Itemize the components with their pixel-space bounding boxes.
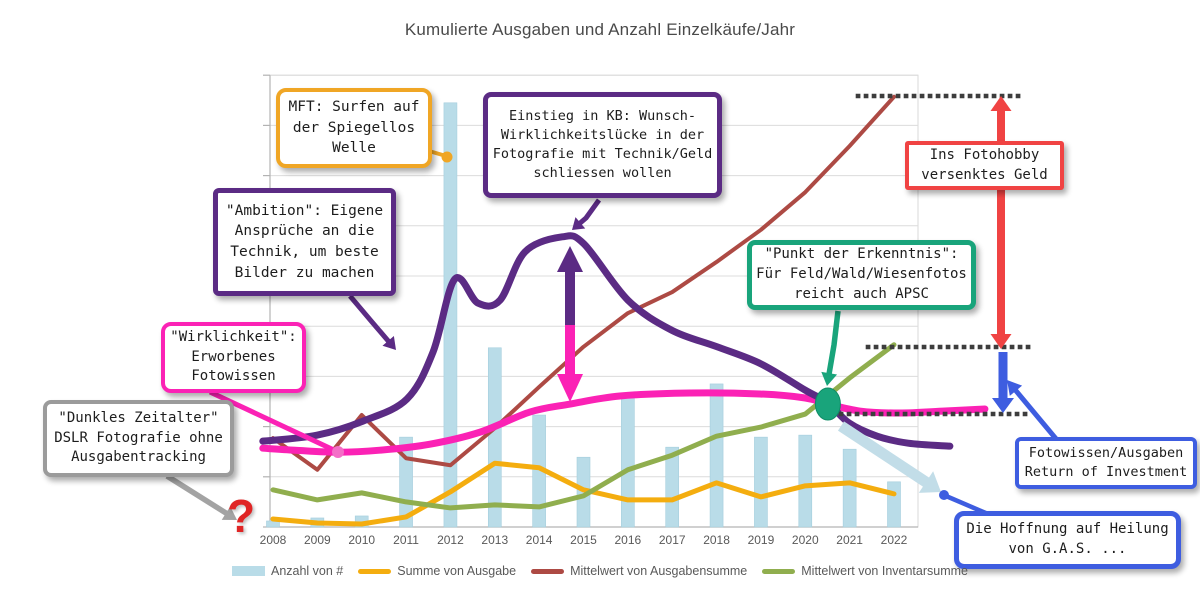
x-axis-label: 2019	[748, 533, 775, 547]
legend-swatch	[358, 568, 392, 574]
x-axis-label: 2015	[570, 533, 597, 547]
bar-2016	[621, 397, 635, 528]
legend-label: Mittelwert von Ausgabensumme	[570, 564, 748, 578]
legend-swatch	[762, 568, 796, 574]
bar-2022	[887, 481, 901, 528]
legend-item-3: Mittelwert von Inventarsumme	[762, 564, 968, 578]
x-axis-label: 2008	[260, 533, 287, 547]
callout-gas-hoffnung: Die Hoffnung auf Heilung von G.A.S. ...	[954, 511, 1181, 569]
point-of-insight-dot	[814, 387, 841, 421]
question-mark: ?	[226, 490, 256, 542]
x-axis-label: 2010	[348, 533, 375, 547]
chart-title: Kumulierte Ausgaben und Anzahl Einzelkäu…	[404, 20, 796, 39]
punkt-arrow-head	[821, 371, 838, 386]
callout-return-of-investment: Fotowissen/Ausgaben Return of Investment	[1015, 437, 1197, 489]
bar-2018	[709, 383, 724, 528]
callout-ambition: "Ambition": Eigene Ansprüche an die Tech…	[213, 188, 396, 296]
legend-swatch	[231, 566, 265, 576]
callout-einstieg-kb: Einstieg in KB: Wunsch- Wirklichkeitslüc…	[483, 92, 722, 198]
x-axis-label: 2012	[437, 533, 464, 547]
bar-2020	[798, 434, 813, 528]
dark-age-arrow-shaft	[165, 473, 230, 517]
wirklichkeit-connector-dot	[332, 446, 344, 458]
mft-connector-dot	[441, 151, 453, 163]
x-axis-label: 2018	[703, 533, 730, 547]
callout-dunkles-zeitalter: "Dunkles Zeitalter" DSLR Fotografie ohne…	[43, 400, 234, 477]
money-span-arrow-head	[990, 96, 1012, 111]
legend-item-0: Anzahl von #	[231, 564, 344, 578]
x-axis-label: 2009	[304, 533, 331, 547]
hope-arrow-shaft	[837, 421, 933, 489]
legend: Anzahl von # Summe von Ausgabe Mittelwert …	[0, 564, 1200, 578]
gap-arrow-down-head	[557, 374, 583, 402]
callout-punkt-der-erkenntnis: "Punkt der Erkenntnis": Für Feld/Wald/Wi…	[747, 240, 976, 310]
gap-arrow-up-head	[557, 246, 583, 272]
callout-ins-fotohobby: Ins Fotohobby versenktes Geld	[905, 141, 1064, 190]
legend-item-2: Mittelwert von Ausgabensumme	[531, 564, 747, 578]
einstieg-arrow-shaft	[577, 198, 602, 227]
roi-pointer-arrow-head	[1007, 380, 1023, 396]
legend-item-1: Summe von Ausgabe	[358, 564, 516, 578]
dark-age-arrow-head	[221, 506, 237, 520]
roi-span-arrow-head	[992, 398, 1014, 413]
bar-2021	[842, 448, 857, 528]
series-line-1	[270, 460, 897, 527]
x-axis-label: 2021	[836, 533, 863, 547]
ambition-arrow-head	[382, 336, 396, 350]
bar-2013	[487, 347, 502, 528]
einstieg-arrow-head	[572, 217, 586, 230]
legend-label: Anzahl von #	[270, 564, 344, 578]
ambition-arrow-shaft	[348, 294, 392, 345]
punkt-arrow-shaft	[826, 310, 841, 377]
bar-2019	[754, 436, 768, 528]
legend-swatch	[531, 568, 565, 574]
legend-label: Mittelwert von Inventarsumme	[801, 564, 968, 578]
curve-wirklichkeit	[259, 389, 989, 456]
x-axis-label: 2011	[393, 533, 419, 547]
legend-label: Summe von Ausgabe	[397, 564, 517, 578]
series-line-2	[271, 94, 896, 472]
callout-mft: MFT: Surfen auf der Spiegellos Welle	[276, 88, 432, 168]
roi-pointer-arrow-shaft	[1012, 387, 1064, 448]
x-axis-label: 2014	[526, 533, 553, 547]
hope-arrow-head	[918, 471, 941, 493]
series-line-3	[270, 342, 897, 511]
bar-2017	[665, 446, 680, 528]
x-axis-label: 2017	[659, 533, 686, 547]
curve-ambition	[259, 232, 954, 450]
x-axis-label: 2022	[881, 533, 908, 547]
x-axis-label: 2013	[481, 533, 508, 547]
x-axis-label: 2016	[615, 533, 642, 547]
gas-connector-dot	[939, 490, 949, 500]
x-axis-label: 2020	[792, 533, 819, 547]
money-span-arrow-head-start	[990, 334, 1012, 349]
callout-wirklichkeit: "Wirklichkeit": Erworbenes Fotowissen	[161, 322, 306, 393]
